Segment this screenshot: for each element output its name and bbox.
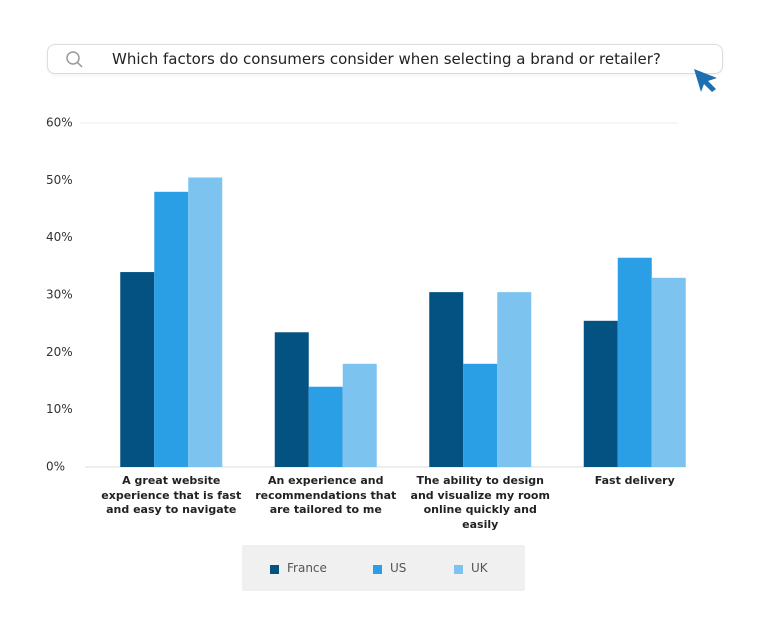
search-icon xyxy=(66,51,80,65)
y-tick-label: 0% xyxy=(46,460,65,474)
bar xyxy=(188,177,223,467)
bar xyxy=(308,386,343,467)
bar xyxy=(463,363,498,467)
legend-label: US xyxy=(390,561,407,575)
bar xyxy=(120,272,155,467)
y-tick-label: 60% xyxy=(46,116,73,130)
y-tick-label: 20% xyxy=(46,345,73,359)
bar xyxy=(497,292,532,467)
bar xyxy=(429,292,464,467)
legend xyxy=(242,545,525,591)
y-tick-label: 40% xyxy=(46,230,73,244)
y-tick-label: 50% xyxy=(46,173,73,187)
x-tick-label: A great website experience that is fast … xyxy=(101,474,242,516)
x-tick-label: Fast delivery xyxy=(594,474,675,487)
legend-swatch xyxy=(373,565,382,574)
search-bar[interactable] xyxy=(47,44,723,74)
y-tick-label: 10% xyxy=(46,402,73,416)
bar xyxy=(617,257,652,467)
bar xyxy=(651,277,686,467)
bar xyxy=(274,332,309,467)
bar xyxy=(154,191,189,468)
legend-swatch xyxy=(454,565,463,574)
bar xyxy=(583,320,618,467)
legend-label: UK xyxy=(471,561,488,575)
x-tick-label: The ability to design and visualize my r… xyxy=(410,474,550,531)
x-tick-label: An experience and recommendations that a… xyxy=(255,474,397,516)
legend-swatch xyxy=(270,565,279,574)
legend-label: France xyxy=(287,561,327,575)
bar xyxy=(342,363,377,467)
y-tick-label: 30% xyxy=(46,288,73,302)
cursor xyxy=(694,69,717,92)
search-icon xyxy=(76,61,83,68)
search-query: Which factors do consumers consider when… xyxy=(112,50,661,68)
